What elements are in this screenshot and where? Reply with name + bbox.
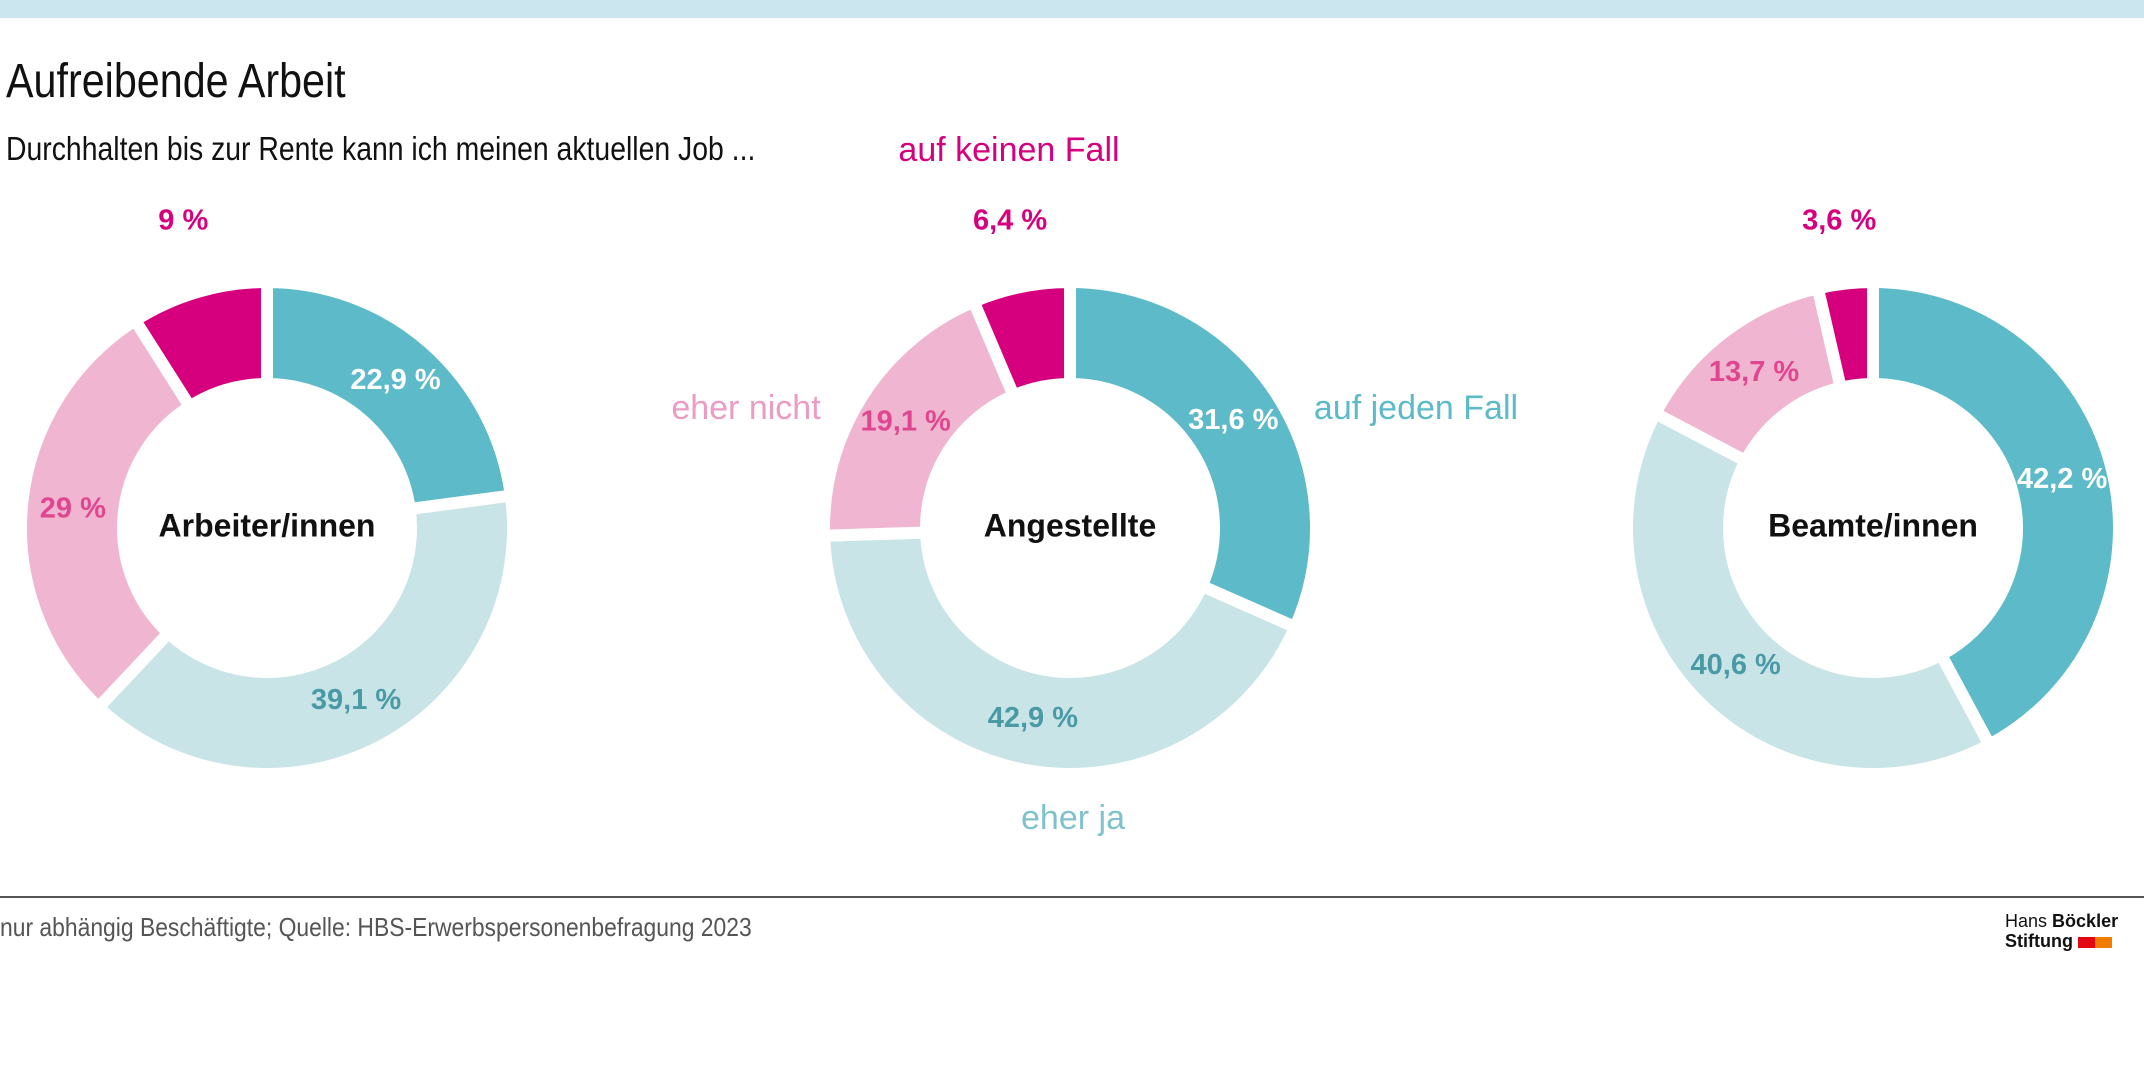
slice-value-label: 19,1 %	[861, 406, 951, 438]
slice-value-label: 6,4 %	[973, 205, 1047, 237]
slice-value-label: 40,6 %	[1691, 649, 1781, 681]
donut-slice-1	[1867, 275, 2125, 753]
chart-subtitle: Durchhalten bis zur Rente kann ich meine…	[6, 130, 756, 167]
donut-slice-1	[1064, 275, 1322, 636]
slice-value-label: 22,9 %	[350, 364, 440, 396]
donut-slice-3	[818, 293, 1022, 542]
donut-slice-1	[261, 275, 518, 516]
legend-auf-keinen-fall: auf keinen Fall	[898, 131, 1119, 169]
donut-slice-2	[817, 526, 1304, 780]
chart-title: Aufreibende Arbeit	[6, 55, 346, 108]
donut-slice-4	[1810, 275, 1879, 395]
slice-value-label: 3,6 %	[1802, 205, 1876, 237]
donut-center-label: Arbeiter/innen	[159, 507, 376, 543]
footer-divider	[0, 896, 2144, 898]
donut-center-label: Angestellte	[984, 507, 1156, 543]
slice-value-label: 29 %	[40, 492, 106, 524]
donut-slice-3	[15, 312, 199, 716]
slice-value-label: 31,6 %	[1188, 404, 1278, 436]
donut-charts: 22,9 % 39,1 % 29 % 9 % Arbeiter/innen 31,6 % 4…	[15, 130, 2125, 837]
slice-value-label: 42,9 %	[988, 702, 1078, 734]
donut-slice-4	[126, 275, 273, 415]
hans-boeckler-logo: Hans Böckler Stiftung	[2005, 911, 2119, 951]
legend-eher-ja: eher ja	[1021, 799, 1125, 837]
slice-value-label: 9 %	[158, 205, 208, 237]
legend-eher-nicht: eher nicht	[671, 389, 821, 427]
legend-auf-jeden-fall: auf jeden Fall	[1314, 389, 1518, 427]
top-accent-bar	[0, 0, 2144, 18]
slice-value-label: 42,2 %	[2017, 463, 2107, 495]
donut-slice-2	[90, 488, 519, 780]
source-note: nur abhängig Beschäftigte; Quelle: HBS-E…	[0, 912, 752, 942]
donut-center-label: Beamte/innen	[1768, 507, 1978, 543]
donut-slice-4	[965, 275, 1076, 404]
slice-value-label: 13,7 %	[1709, 356, 1799, 388]
slice-value-label: 39,1 %	[311, 684, 401, 716]
donut-slice-2	[1621, 405, 1998, 780]
